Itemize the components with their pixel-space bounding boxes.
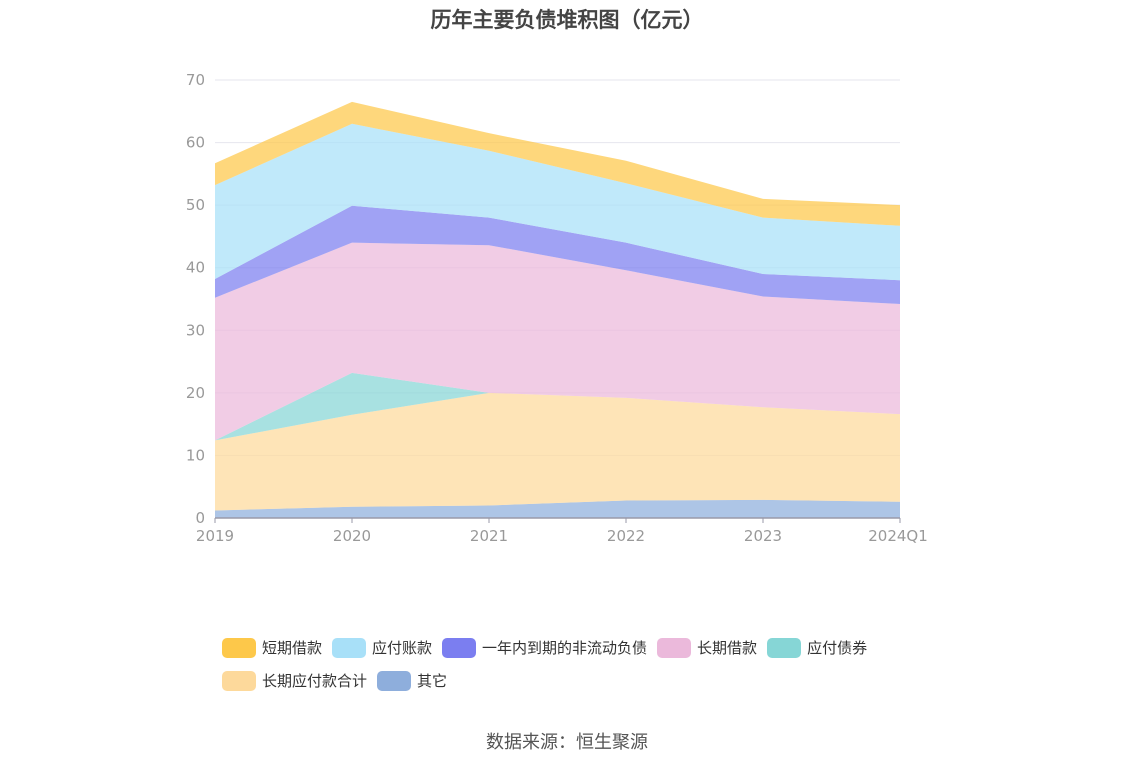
- axes: [214, 517, 901, 523]
- legend-swatch: [657, 637, 692, 658]
- area-series: [215, 101, 900, 518]
- area-series-6[interactable]: [215, 101, 900, 226]
- area-series-5[interactable]: [215, 123, 900, 281]
- y-tick-label: 20: [186, 384, 205, 402]
- legend-label: 长期借款: [697, 639, 758, 657]
- area-series-0[interactable]: [215, 499, 900, 518]
- legend-label: 长期应付款合计: [262, 672, 368, 690]
- y-tick-label: 0: [195, 509, 205, 527]
- legend-item[interactable]: 长期借款: [657, 637, 757, 658]
- area-series-3[interactable]: [215, 242, 900, 441]
- legend-swatch: [767, 637, 802, 658]
- legend-item[interactable]: 一年内到期的非流动负债: [442, 637, 647, 658]
- y-tick-label: 60: [186, 134, 205, 152]
- legend-item[interactable]: 其它: [377, 670, 447, 691]
- x-tick-label: 2021: [470, 527, 508, 545]
- x-tick-label: 2023: [744, 527, 782, 545]
- y-tick-label: 50: [186, 196, 205, 214]
- legend-label: 其它: [417, 672, 448, 690]
- chart-title: 历年主要负债堆积图（亿元）: [430, 8, 704, 32]
- legend-row-2: 长期应付款合计 其它: [222, 664, 942, 697]
- legend-swatch: [332, 637, 367, 658]
- x-tick-label: 2024Q1: [868, 527, 928, 545]
- data-source: 数据来源：恒生聚源: [486, 732, 648, 753]
- legend-label: 应付债券: [807, 639, 868, 657]
- x-axis-ticks: 2019 2020 2021 2022 2023 2024Q1: [196, 527, 928, 545]
- legend-item[interactable]: 短期借款: [222, 637, 322, 658]
- legend-item[interactable]: 应付债券: [767, 637, 867, 658]
- y-tick-label: 30: [186, 321, 205, 339]
- legend-item[interactable]: 应付账款: [332, 637, 432, 658]
- area-series-1[interactable]: [215, 392, 900, 511]
- area-series-2[interactable]: [215, 372, 900, 441]
- y-axis-ticks: 0 10 20 30 40 50 60 70: [186, 71, 205, 527]
- x-tick-label: 2022: [607, 527, 645, 545]
- legend-swatch: [377, 670, 412, 691]
- legend-item[interactable]: 长期应付款合计: [222, 670, 367, 691]
- y-tick-label: 10: [186, 446, 205, 464]
- legend-label: 一年内到期的非流动负债: [482, 639, 648, 657]
- x-tick-label: 2019: [196, 527, 234, 545]
- legend-swatch: [222, 637, 256, 658]
- legend-label: 短期借款: [262, 639, 323, 657]
- legend-label: 应付账款: [372, 639, 433, 657]
- legend-row-1: 短期借款 应付账款 一年内到期的非流动负债 长期借款 应付债券: [222, 631, 942, 664]
- legend-swatch: [442, 637, 477, 658]
- x-tick-label: 2020: [333, 527, 371, 545]
- y-tick-label: 40: [186, 259, 205, 277]
- legend: 短期借款 应付账款 一年内到期的非流动负债 长期借款 应付债券 长期应付款合计 其它: [222, 631, 942, 697]
- y-tick-label: 70: [186, 71, 205, 89]
- area-series-4[interactable]: [215, 205, 900, 305]
- legend-swatch: [222, 670, 256, 691]
